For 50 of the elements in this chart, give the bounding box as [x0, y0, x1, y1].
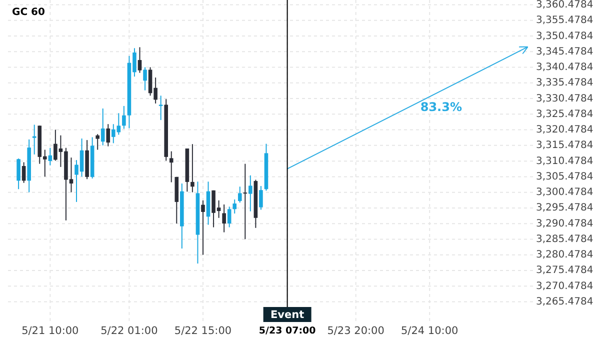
- x-tick-label: 5/21 10:00: [22, 324, 79, 337]
- y-tick-label: 3,325.4784: [536, 108, 594, 120]
- y-tick-label: 3,340.4784: [536, 62, 594, 74]
- candlestick: [16, 158, 20, 190]
- y-tick-label: 3,335.4784: [536, 78, 594, 89]
- candlestick: [243, 163, 248, 240]
- candlestick: [222, 204, 226, 233]
- y-tick-label: 3,295.4784: [536, 202, 594, 214]
- candlestick: [138, 46, 142, 74]
- candlestick: [201, 200, 205, 256]
- x-tick-label: 5/22 01:00: [100, 324, 158, 337]
- y-tick-label: 3,275.4784: [536, 265, 594, 276]
- x-tick-label: 5/24 10:00: [401, 324, 458, 337]
- y-tick-label: 3,300.4784: [536, 187, 594, 198]
- y-tick-label: 3,285.4784: [536, 234, 594, 245]
- y-tick-label: 3,320.4784: [536, 124, 594, 136]
- y-tick-label: 3,330.4784: [536, 93, 594, 104]
- candlestick: [100, 108, 105, 146]
- ref-line-label: Event: [270, 308, 304, 321]
- y-tick-label: 3,315.4784: [536, 140, 594, 152]
- candlestick: [106, 124, 110, 147]
- candlestick: [22, 162, 26, 184]
- y-tick-label: 3,350.4784: [536, 30, 594, 42]
- y-tick-label: 3,305.4784: [536, 171, 594, 182]
- y-tick-label: 3,280.4784: [536, 250, 594, 261]
- candlestick: [259, 186, 263, 210]
- candlestick: [248, 174, 252, 212]
- y-tick-label: 3,270.4784: [536, 280, 594, 292]
- candlestick: [158, 95, 163, 121]
- candlestick: [169, 150, 174, 183]
- y-tick-label: 3,355.4784: [536, 15, 594, 26]
- y-tick-label: 3,290.4784: [536, 218, 594, 230]
- candlestick: [96, 134, 100, 150]
- candlestick: [232, 198, 237, 214]
- y-tick-label: 3,360.4784: [536, 0, 594, 10]
- y-tick-label: 3,310.4784: [536, 156, 594, 167]
- annotation: 83.3%: [420, 100, 462, 114]
- text: GC 60: [12, 7, 45, 18]
- x-tick-label: 5/23 20:00: [327, 324, 384, 337]
- candlestick: [238, 186, 242, 204]
- y-tick-label: 3,265.4784: [536, 296, 594, 308]
- y-tick-label: 3,345.4784: [536, 46, 594, 58]
- candlestick: [48, 147, 52, 166]
- candlestick: [227, 206, 232, 228]
- candlestick: [190, 144, 194, 193]
- candlestick: [122, 105, 126, 130]
- candlestick: [143, 66, 147, 91]
- x-tick-label: 5/22 15:00: [174, 324, 232, 337]
- candlestick: [32, 124, 36, 155]
- x-tick-label: 5/23 07:00: [258, 326, 316, 337]
